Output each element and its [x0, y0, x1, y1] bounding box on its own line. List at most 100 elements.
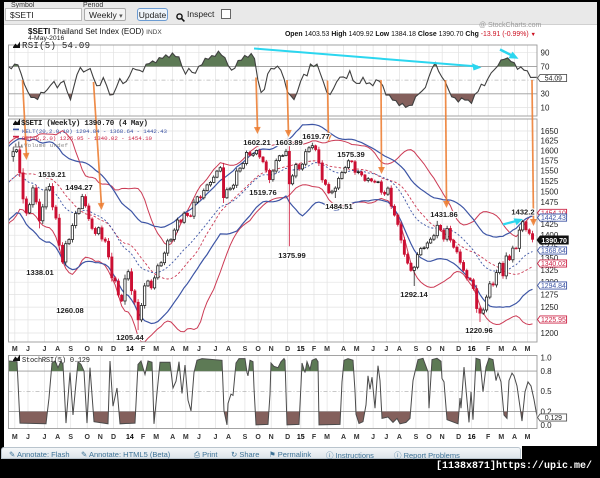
svg-text:1494.27: 1494.27	[65, 183, 92, 192]
svg-text:RSI(5) 54.09: RSI(5) 54.09	[22, 41, 90, 51]
svg-text:A: A	[170, 346, 175, 353]
svg-text:O: O	[426, 434, 432, 441]
svg-text:J: J	[384, 434, 388, 441]
svg-text:A: A	[512, 434, 517, 441]
svg-text:70: 70	[541, 62, 550, 71]
svg-text:0.129: 0.129	[545, 415, 562, 422]
svg-text:1292.14: 1292.14	[400, 290, 428, 299]
svg-text:A: A	[55, 434, 60, 441]
svg-text:N: N	[440, 346, 445, 353]
svg-text:10: 10	[541, 103, 550, 112]
svg-text:J: J	[371, 434, 375, 441]
svg-text:1431.86: 1431.86	[430, 210, 457, 219]
svg-text:M: M	[183, 434, 189, 441]
svg-text:J: J	[197, 434, 201, 441]
svg-text:16: 16	[468, 434, 476, 441]
svg-text:D: D	[456, 346, 461, 353]
svg-text:J: J	[213, 346, 217, 353]
svg-text:1432.2: 1432.2	[511, 208, 534, 217]
svg-text:D: D	[456, 434, 461, 441]
svg-text:1275: 1275	[541, 290, 559, 299]
svg-text:14: 14	[126, 434, 134, 441]
svg-text:M: M	[324, 346, 330, 353]
svg-text:0.5: 0.5	[541, 387, 553, 396]
svg-text:N: N	[98, 346, 103, 353]
svg-text:0.0: 0.0	[541, 421, 553, 430]
svg-text:M: M	[153, 434, 159, 441]
svg-text:J: J	[26, 346, 30, 353]
svg-text:F: F	[486, 346, 491, 353]
svg-text:A: A	[226, 434, 231, 441]
svg-text:Volume undef: Volume undef	[24, 142, 69, 149]
svg-text:1350: 1350	[541, 254, 559, 263]
svg-text:F: F	[312, 434, 317, 441]
svg-text:M: M	[498, 346, 504, 353]
svg-text:O: O	[84, 346, 90, 353]
svg-text:0.8: 0.8	[541, 367, 553, 376]
svg-text:54.09: 54.09	[545, 76, 562, 83]
svg-text:A: A	[170, 434, 175, 441]
svg-text:S: S	[243, 434, 248, 441]
svg-text:16: 16	[468, 346, 476, 353]
svg-text:A: A	[341, 434, 346, 441]
svg-text:15: 15	[297, 346, 305, 353]
svg-text:F: F	[312, 346, 317, 353]
svg-text:1338.01: 1338.01	[26, 268, 54, 277]
svg-text:D: D	[285, 346, 290, 353]
svg-text:J: J	[42, 434, 46, 441]
svg-text:14: 14	[126, 346, 134, 353]
svg-text:F: F	[486, 434, 491, 441]
svg-text:1.0: 1.0	[541, 354, 553, 363]
svg-text:M: M	[498, 434, 504, 441]
svg-text:1442.43: 1442.43	[541, 215, 566, 222]
svg-text:J: J	[42, 346, 46, 353]
svg-text:M: M	[183, 346, 189, 353]
svg-text:M: M	[354, 346, 360, 353]
svg-text:0.2: 0.2	[541, 408, 553, 417]
svg-text:F: F	[141, 346, 146, 353]
svg-text:N: N	[98, 434, 103, 441]
svg-text:1575.39: 1575.39	[337, 150, 364, 159]
svg-text:1625: 1625	[541, 137, 559, 146]
svg-text:1260.08: 1260.08	[56, 306, 83, 315]
svg-text:A: A	[55, 346, 60, 353]
svg-text:1525: 1525	[541, 177, 559, 186]
svg-text:M: M	[12, 346, 18, 353]
svg-text:D: D	[111, 434, 116, 441]
svg-text:S: S	[414, 346, 419, 353]
svg-text:1519.76: 1519.76	[249, 188, 276, 197]
svg-text:N: N	[269, 434, 274, 441]
svg-text:J: J	[26, 434, 30, 441]
svg-text:O: O	[84, 434, 90, 441]
svg-text:30: 30	[541, 90, 550, 99]
svg-text:A: A	[397, 346, 402, 353]
svg-text:N: N	[269, 346, 274, 353]
svg-text:M: M	[354, 434, 360, 441]
svg-text:J: J	[213, 434, 217, 441]
svg-text:1390.70: 1390.70	[541, 237, 567, 245]
svg-text:1368.64: 1368.64	[541, 248, 566, 255]
svg-text:$SETI (Weekly) 1390.70 (4 May): $SETI (Weekly) 1390.70 (4 May)	[21, 120, 148, 128]
svg-text:1425: 1425	[541, 220, 559, 229]
svg-text:M: M	[525, 434, 531, 441]
svg-text:1220.96: 1220.96	[465, 326, 492, 335]
svg-text:M: M	[324, 434, 330, 441]
svg-text:1294.84: 1294.84	[541, 283, 566, 290]
svg-text:M: M	[12, 434, 18, 441]
svg-text:A: A	[341, 346, 346, 353]
svg-text:A: A	[226, 346, 231, 353]
svg-text:S: S	[414, 434, 419, 441]
svg-text:F: F	[141, 434, 146, 441]
svg-text:1225.95: 1225.95	[541, 317, 566, 324]
svg-text:1205.44: 1205.44	[116, 333, 144, 342]
svg-text:D: D	[111, 346, 116, 353]
svg-text:S: S	[68, 346, 73, 353]
svg-text:1550: 1550	[541, 167, 559, 176]
svg-text:1325: 1325	[541, 266, 559, 275]
svg-text:1619.77: 1619.77	[302, 132, 329, 141]
svg-text:1602.21: 1602.21	[243, 138, 271, 147]
svg-text:1500: 1500	[541, 187, 559, 196]
svg-text:1519.21: 1519.21	[38, 170, 66, 179]
svg-text:J: J	[197, 346, 201, 353]
svg-text:M: M	[153, 346, 159, 353]
